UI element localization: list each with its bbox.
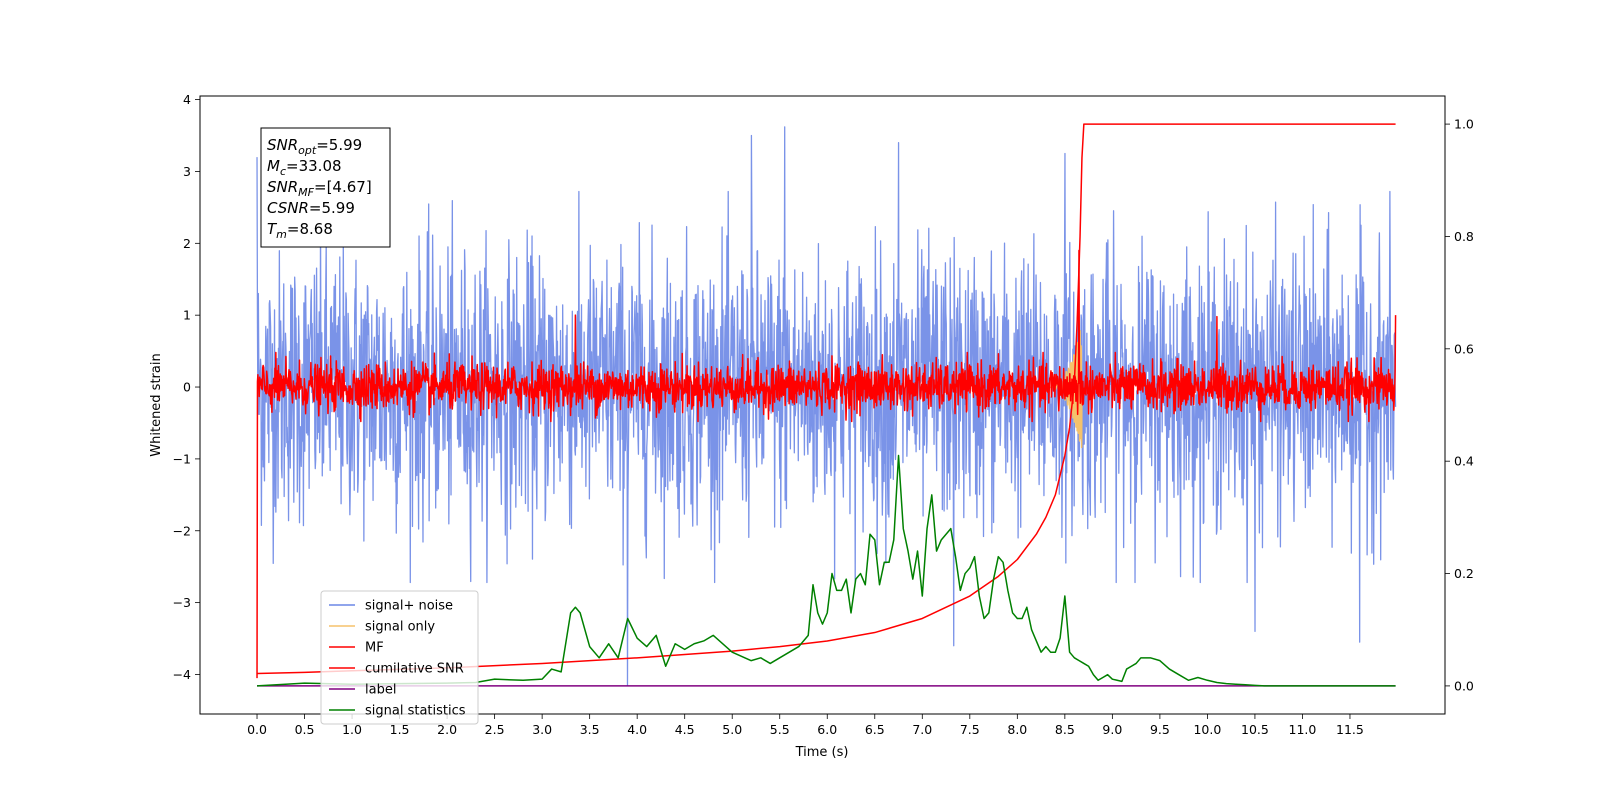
- legend-label: signal statistics: [365, 704, 466, 719]
- cumulative-snr-line: [257, 123, 1396, 675]
- y-tick-label: 3: [183, 164, 191, 179]
- y2-tick-label: 0.8: [1454, 229, 1474, 244]
- annotation-line: Tm=8.68: [267, 220, 333, 241]
- x-tick-label: 8.5: [1055, 722, 1075, 737]
- legend-frame: [320, 590, 479, 725]
- x-tick-label: 0.5: [295, 722, 315, 737]
- x-tick-label: 11.5: [1336, 722, 1364, 737]
- x-tick-label: 2.0: [437, 722, 457, 737]
- y-tick-label: 0: [183, 380, 191, 395]
- x-tick-label: 6.5: [865, 722, 885, 737]
- y2-tick-label: 0.0: [1454, 678, 1474, 693]
- y2-tick-label: 1.0: [1454, 117, 1474, 132]
- legend-label: signal only: [365, 620, 435, 635]
- y-tick-label: 4: [183, 92, 191, 107]
- x-tick-label: 6.0: [817, 722, 837, 737]
- series-layer: [256, 123, 1397, 687]
- y2-tick-label: 0.2: [1454, 566, 1474, 581]
- y-tick-label: 2: [183, 236, 191, 251]
- y-tick-label: 1: [183, 308, 191, 323]
- x-tick-label: 3.5: [580, 722, 600, 737]
- y2-tick-label: 0.4: [1454, 454, 1474, 469]
- legend-label: label: [365, 683, 396, 698]
- x-tick-label: 4.5: [675, 722, 695, 737]
- x-tick-label: 9.0: [1102, 722, 1122, 737]
- x-tick-label: 10.0: [1193, 722, 1221, 737]
- y-tick-label: −1: [173, 451, 191, 466]
- x-tick-label: 9.5: [1150, 722, 1170, 737]
- y-axis-left: 4 3 2 1 0 −1 −2 −3 −4: [173, 92, 200, 682]
- x-tick-label: 1.0: [342, 722, 362, 737]
- x-tick-label: 4.0: [627, 722, 647, 737]
- x-axis: 0.0 0.5 1.0 1.5 2.0 2.5 3.0 3.5 4.0 4.5 5.0 5.5 6.0 6…: [247, 714, 1364, 737]
- annotation-line: Mc=33.08: [267, 157, 342, 178]
- legend-label: signal+ noise: [365, 599, 453, 614]
- x-tick-label: 7.5: [960, 722, 980, 737]
- x-tick-label: 7.0: [912, 722, 932, 737]
- x-tick-label: 3.0: [532, 722, 552, 737]
- x-tick-label: 5.0: [722, 722, 742, 737]
- plot-frame: [199, 95, 1446, 715]
- x-tick-label: 1.5: [390, 722, 410, 737]
- y-axis-right: 1.0 0.8 0.6 0.4 0.2 0.0: [1445, 117, 1474, 693]
- y-axis-label: Whitened strain: [149, 353, 164, 456]
- annotation-box: SNRopt=5.99Mc=33.08SNRMF=[4.67]CSNR=5.99…: [260, 127, 391, 248]
- y-tick-label: −2: [173, 523, 191, 538]
- y-tick-label: −4: [173, 667, 191, 682]
- annotation-line: SNRopt=5.99: [267, 136, 362, 157]
- y2-tick-label: 0.6: [1454, 341, 1474, 356]
- annotation-line: SNRMF=[4.67]: [267, 178, 372, 199]
- y-tick-label: −3: [173, 595, 191, 610]
- signal-statistics-line: [256, 454, 1396, 687]
- x-tick-label: 8.0: [1007, 722, 1027, 737]
- legend-label: cumilative SNR: [365, 662, 464, 677]
- x-tick-label: 0.0: [247, 722, 267, 737]
- x-tick-label: 5.5: [770, 722, 790, 737]
- legend: signal+ noise signal only MF cumilative SNR…: [320, 590, 479, 725]
- x-tick-label: 11.0: [1289, 722, 1317, 737]
- x-tick-label: 10.5: [1241, 722, 1269, 737]
- x-axis-label: Time (s): [795, 745, 849, 760]
- annotation-line: CSNR=5.99: [267, 199, 355, 217]
- annotation-frame: [260, 127, 391, 248]
- legend-label: MF: [365, 641, 384, 656]
- x-tick-label: 2.5: [485, 722, 505, 737]
- mf-line: [256, 249, 1397, 679]
